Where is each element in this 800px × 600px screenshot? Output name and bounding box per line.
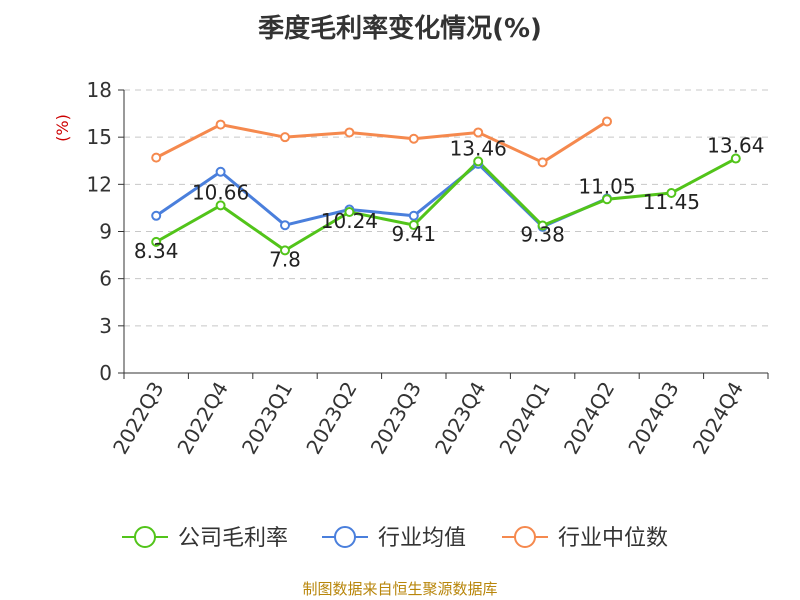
- data-point: [537, 220, 548, 231]
- data-point: [602, 116, 612, 127]
- data-point: [215, 119, 226, 130]
- x-tick-label: 2023Q1: [237, 378, 297, 459]
- x-tick-label: 2024Q2: [559, 378, 619, 459]
- data-point: [473, 127, 484, 138]
- data-point: [151, 210, 162, 221]
- series-lines: [155, 120, 737, 252]
- data-point: [280, 245, 290, 256]
- x-tick-label: 2024Q4: [688, 378, 748, 459]
- legend-marker: [514, 526, 536, 548]
- data-point: [408, 220, 419, 231]
- data-label: 11.05: [578, 174, 635, 198]
- legend-marker: [334, 526, 356, 548]
- data-point: [151, 236, 162, 247]
- y-tick-label: 6: [99, 267, 112, 291]
- y-tick-label: 9: [99, 220, 112, 244]
- legend-label: 行业中位数: [558, 526, 668, 551]
- data-point: [280, 220, 290, 231]
- data-point: [215, 200, 226, 211]
- data-label: 10.66: [192, 180, 249, 204]
- x-tick-label: 2024Q1: [494, 378, 554, 459]
- data-point: [537, 157, 548, 168]
- series-line: [155, 157, 737, 252]
- data-point: [408, 210, 419, 221]
- data-point: [344, 207, 355, 218]
- data-label: 8.34: [134, 239, 179, 263]
- x-tick-labels: 2022Q3 2022Q4 2023Q1 2023Q2 2023Q3 2023Q4 2024…: [108, 378, 748, 459]
- data-label: 11.45: [643, 190, 700, 214]
- y-tick-label: 3: [99, 314, 112, 338]
- data-point: [602, 194, 612, 205]
- y-tick-label: 12: [87, 172, 112, 196]
- data-label: 9.41: [392, 222, 437, 246]
- source-note: 制图数据来自恒生聚源数据库: [302, 580, 498, 598]
- data-label: 7.8: [269, 247, 301, 271]
- grid-lines: [124, 89, 768, 327]
- data-point: [215, 166, 226, 177]
- x-tick-label: 2022Q3: [108, 378, 168, 459]
- data-point: [408, 133, 419, 144]
- data-labels: 8.34 10.66 7.8 10.24 9.41 13.46 9.38 11.05 11.45…: [134, 134, 764, 272]
- x-tick-label: 2023Q4: [430, 378, 490, 459]
- x-tick-label: 2023Q2: [301, 378, 361, 459]
- data-point: [344, 127, 355, 138]
- y-tick-labels: 0 3 6 9 12 15 18: [87, 78, 112, 385]
- y-tick-label: 18: [87, 78, 112, 102]
- data-point: [280, 132, 290, 143]
- series-line: [155, 120, 608, 164]
- y-tick-label: 15: [87, 125, 112, 149]
- data-point: [730, 153, 741, 164]
- data-point: [473, 156, 484, 167]
- x-tick-label: 2023Q3: [366, 378, 426, 459]
- x-tick-label: 2024Q3: [623, 378, 683, 459]
- x-tick-label: 2022Q4: [172, 378, 232, 459]
- legend-label: 行业均值: [378, 526, 466, 551]
- data-label: 10.24: [321, 209, 378, 233]
- y-unit-label: (%): [53, 114, 72, 142]
- data-point: [151, 152, 162, 163]
- data-label: 13.64: [707, 134, 764, 158]
- data-point: [666, 187, 677, 198]
- data-label: 13.46: [450, 136, 507, 160]
- data-label: 9.38: [520, 223, 565, 247]
- y-tick-label: 0: [99, 361, 112, 385]
- legend-label: 公司毛利率: [178, 526, 288, 551]
- axes: [118, 89, 769, 379]
- legend: 公司毛利率 行业均值 行业中位数: [122, 526, 668, 551]
- series-points: [151, 116, 741, 256]
- legend-marker: [134, 526, 156, 548]
- chart-title: 季度毛利率变化情况(%): [258, 14, 542, 44]
